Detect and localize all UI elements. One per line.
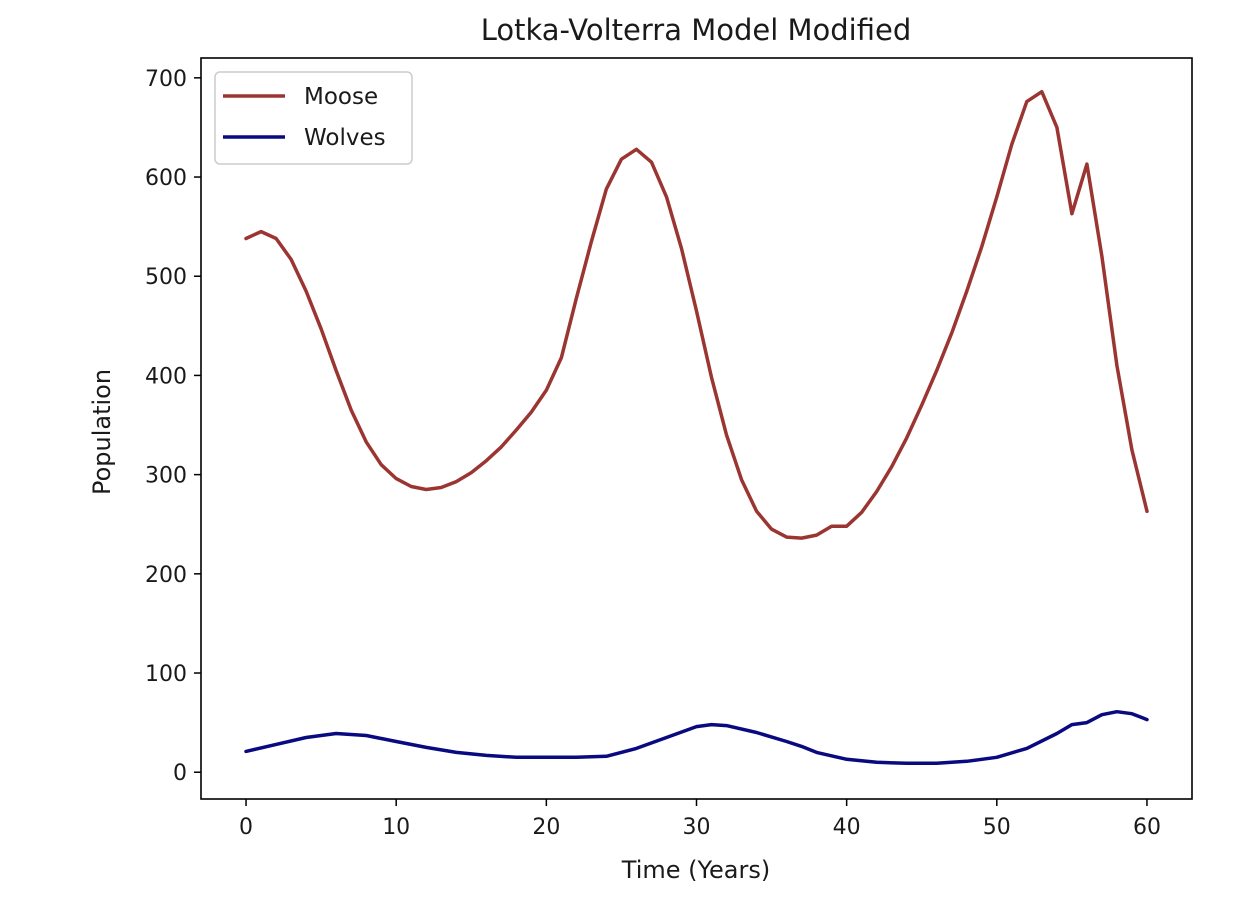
- chart-title: Lotka-Volterra Model Modified: [481, 13, 912, 47]
- y-tick-label: 500: [145, 265, 187, 290]
- y-tick-label: 700: [145, 67, 187, 92]
- series-line-moose: [244, 89, 1149, 540]
- plot-background: [201, 58, 1192, 799]
- y-tick-label: 300: [145, 464, 187, 489]
- y-tick-label: 100: [145, 662, 187, 687]
- x-tick-label: 50: [983, 815, 1011, 840]
- x-tick-label: 0: [239, 815, 253, 840]
- x-tick-label: 10: [382, 815, 410, 840]
- y-tick-label: 400: [145, 364, 187, 389]
- series-line-wolves: [244, 709, 1149, 766]
- series-lines: [244, 89, 1149, 766]
- y-axis-title: Population: [88, 369, 116, 495]
- legend-label-wolves: Wolves: [304, 125, 386, 151]
- x-tick-label: 30: [683, 815, 711, 840]
- y-tick-label: 600: [145, 166, 187, 191]
- x-tick-label: 20: [532, 815, 560, 840]
- legend: Moose Wolves: [214, 71, 413, 165]
- x-tick-label: 60: [1133, 815, 1161, 840]
- x-tick-label: 40: [833, 815, 861, 840]
- legend-label-moose: Moose: [304, 84, 378, 110]
- y-tick-label: 0: [173, 761, 187, 786]
- y-tick-label: 200: [145, 563, 187, 588]
- x-axis-title: Time (Years): [621, 856, 770, 884]
